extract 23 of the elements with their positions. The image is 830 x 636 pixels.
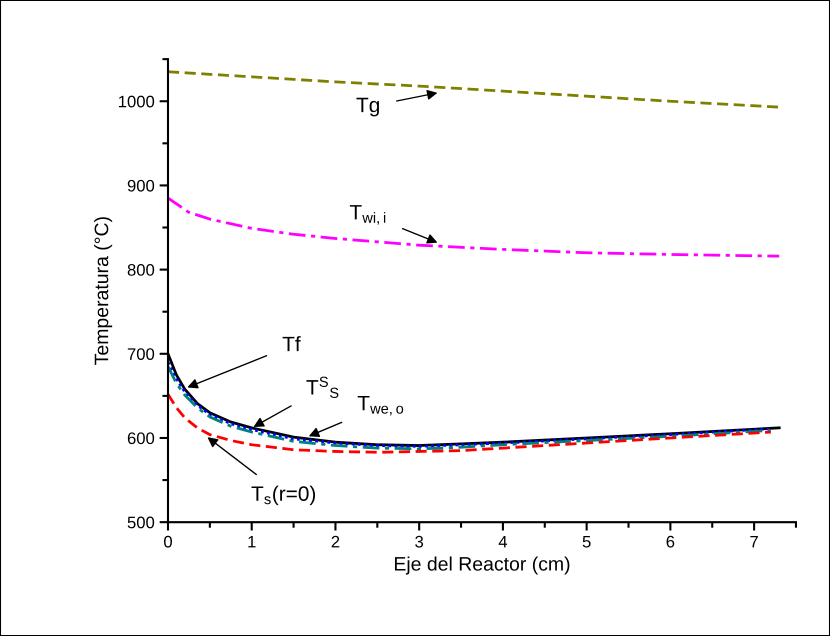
y-tick-label: 600 — [128, 432, 154, 444]
y-tick-label: 800 — [128, 264, 154, 276]
annotation: T$_{s}$(r=0) — [251, 486, 316, 506]
x-tick-label: 4 — [498, 536, 508, 548]
y-tick-label: 500 — [128, 516, 154, 528]
annotation: Tf — [282, 336, 301, 352]
x-tick-label: 1 — [248, 536, 256, 548]
x-tick-label: 7 — [750, 536, 758, 548]
y-tick-label: 1000 — [118, 96, 154, 108]
annotation: T$^{S}$$_{S}$ — [306, 376, 338, 398]
x-tick-label: 6 — [666, 536, 674, 548]
x-tick-label: 5 — [582, 536, 591, 548]
y-tick-label: 900 — [128, 180, 154, 192]
x-axis-title: Eje del Reactor (cm) — [394, 556, 570, 575]
annotation: T$_{we,o}$ — [358, 396, 404, 416]
x-tick-label: 2 — [332, 536, 340, 548]
x-tick-label: 3 — [415, 536, 424, 548]
x-tick-label: 0 — [164, 536, 172, 548]
line-series — [168, 196, 781, 258]
annotation: T$_{wi,i}$ — [350, 205, 386, 225]
annotation: Tg — [356, 98, 379, 116]
y-axis-title: Temperatura (°C) — [94, 217, 112, 365]
y-tick-label: 700 — [128, 348, 154, 360]
